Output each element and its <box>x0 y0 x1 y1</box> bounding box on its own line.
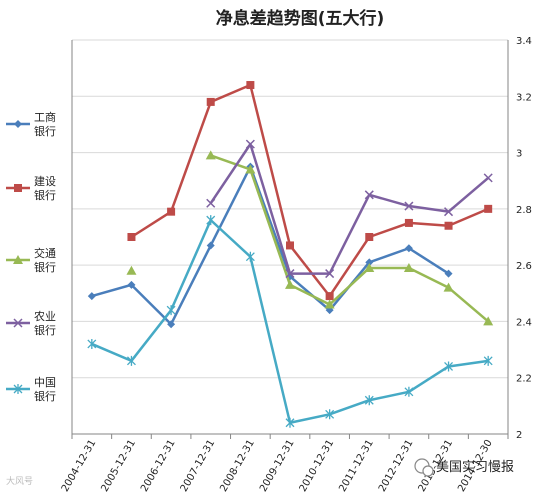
data-point <box>285 279 295 289</box>
legend-label: 建设 <box>34 174 56 188</box>
watermark-right-text: 美国实习慢报 <box>436 459 514 475</box>
data-point <box>483 316 494 326</box>
data-point <box>167 207 176 216</box>
series-line <box>210 154 489 323</box>
legend-label: 银行 <box>34 124 56 138</box>
y-tick-label: 3 <box>516 149 522 160</box>
data-point <box>166 305 176 316</box>
y-tick-label: 2.6 <box>516 261 532 272</box>
data-point <box>126 355 136 366</box>
data-point <box>364 395 374 406</box>
data-point <box>325 269 335 279</box>
data-point <box>126 265 137 275</box>
gridlines <box>72 39 508 435</box>
series-4 <box>206 139 493 279</box>
data-point <box>285 417 295 428</box>
y-tick-label: 2.4 <box>516 317 532 328</box>
data-point <box>444 221 453 230</box>
data-point <box>364 190 374 200</box>
y-tick-label: 3.2 <box>516 92 532 103</box>
data-point <box>444 269 453 278</box>
data-point <box>205 150 216 160</box>
data-point <box>404 244 413 253</box>
series-line <box>130 83 489 298</box>
data-point <box>285 269 295 279</box>
data-point <box>87 292 96 301</box>
data-point <box>404 218 413 227</box>
data-point <box>324 299 335 309</box>
data-point <box>245 164 256 174</box>
chart-title: 净息差趋势图(五大行) <box>216 8 385 29</box>
y-tick-label: 3.4 <box>516 36 532 47</box>
data-point <box>245 139 255 149</box>
data-point <box>365 258 374 267</box>
y-tick-label: 2.2 <box>516 374 532 385</box>
legend-label: 交通 <box>34 246 56 260</box>
series-5 <box>87 215 493 428</box>
legend-marker <box>13 318 23 328</box>
legend-label: 工商 <box>34 110 56 124</box>
data-point <box>245 251 255 262</box>
data-point <box>404 201 414 211</box>
legend-marker <box>14 120 22 128</box>
series-line <box>91 165 450 326</box>
legend-label: 银行 <box>34 389 56 403</box>
legend-label: 银行 <box>34 188 56 202</box>
data-point <box>167 320 176 329</box>
data-point <box>483 173 493 183</box>
data-point <box>403 262 414 272</box>
data-point <box>483 355 493 366</box>
legend-label: 银行 <box>34 260 56 274</box>
data-point <box>364 262 375 272</box>
data-point <box>127 280 136 289</box>
wechat-icon <box>414 458 434 477</box>
data-point <box>206 241 215 250</box>
legend-label: 中国 <box>34 376 56 389</box>
data-point <box>206 97 215 106</box>
data-point <box>206 198 216 208</box>
legend-label: 银行 <box>34 323 56 337</box>
y-tick-label: 2.8 <box>516 205 532 216</box>
legend-marker <box>14 184 22 192</box>
data-point <box>443 282 454 292</box>
watermark: 大风号 美国实习慢报 <box>6 458 514 487</box>
data-point <box>404 386 414 397</box>
legend-marker <box>13 384 23 394</box>
legend-marker <box>13 255 23 264</box>
series-3 <box>126 150 494 326</box>
data-point <box>87 338 97 349</box>
data-point <box>246 81 255 90</box>
legend-label: 农业 <box>34 309 56 323</box>
y-tick-label: 2 <box>516 430 522 441</box>
data-point <box>325 292 334 301</box>
data-point <box>444 207 454 217</box>
data-point <box>365 233 374 241</box>
data-point <box>286 241 294 250</box>
data-point <box>206 215 216 226</box>
data-point <box>444 361 454 372</box>
series-2 <box>127 81 493 301</box>
data-point <box>484 204 493 213</box>
series-layer <box>87 81 494 428</box>
data-point <box>325 409 335 420</box>
series-line <box>209 142 489 275</box>
data-point <box>127 233 136 241</box>
watermark-left-text: 大风号 <box>6 475 33 487</box>
